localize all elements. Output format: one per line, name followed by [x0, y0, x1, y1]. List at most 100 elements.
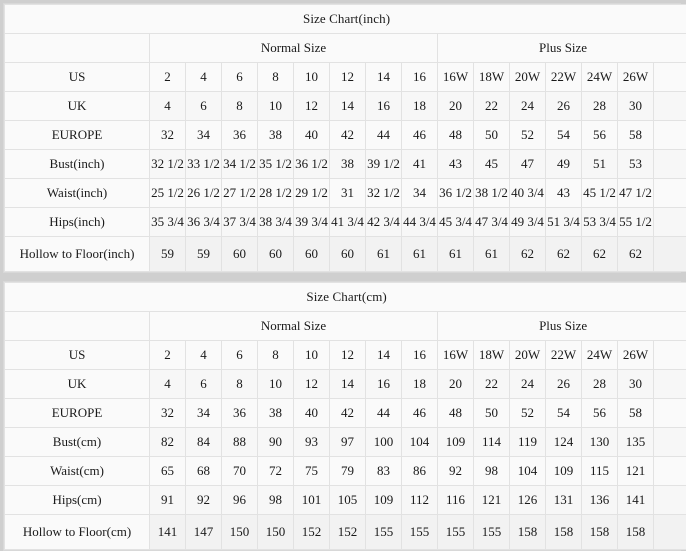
table-cell: 47 1/2 — [618, 179, 654, 208]
table-cell: 60 — [294, 237, 330, 272]
table-cell: 34 — [186, 121, 222, 150]
table-cell-spacer — [654, 92, 686, 121]
table-cell: 98 — [258, 486, 294, 515]
table-cell-spacer — [654, 515, 686, 550]
table-cell: 121 — [618, 457, 654, 486]
table-cell: 155 — [474, 515, 510, 550]
table-cell: 115 — [582, 457, 618, 486]
table-cell: 26 — [546, 370, 582, 399]
table-cell: 30 — [618, 370, 654, 399]
table-cell: 2 — [150, 341, 186, 370]
table-cell: 54 — [546, 399, 582, 428]
table-cell: 28 1/2 — [258, 179, 294, 208]
table-cell: 10 — [258, 370, 294, 399]
table-cell: 56 — [582, 121, 618, 150]
table-cell: 29 1/2 — [294, 179, 330, 208]
table-cell: 39 3/4 — [294, 208, 330, 237]
table-cell: 34 — [186, 399, 222, 428]
table-cell-spacer — [654, 457, 686, 486]
table-cell: 62 — [546, 237, 582, 272]
table-cell: 45 — [474, 150, 510, 179]
chart-title-row: Size Chart(cm) — [5, 283, 686, 312]
table-cell: 32 — [150, 399, 186, 428]
chart-title-row: Size Chart(inch) — [5, 5, 686, 34]
table-cell: 150 — [258, 515, 294, 550]
table-cell: 45 1/2 — [582, 179, 618, 208]
table-cell: 48 — [438, 399, 474, 428]
chart-title: Size Chart(cm) — [5, 283, 686, 312]
table-cell: 20W — [510, 63, 546, 92]
table-cell: 8 — [258, 63, 294, 92]
table-cell: 155 — [438, 515, 474, 550]
table-cell: 38 — [258, 121, 294, 150]
table-cell: 20 — [438, 92, 474, 121]
table-cell: 40 3/4 — [510, 179, 546, 208]
table-cell: 6 — [186, 370, 222, 399]
table-cell: 20 — [438, 370, 474, 399]
table-cell: 14 — [366, 63, 402, 92]
table-cell: 47 3/4 — [474, 208, 510, 237]
table-cell: 37 3/4 — [222, 208, 258, 237]
table-cell: 22 — [474, 92, 510, 121]
table-cell: 101 — [294, 486, 330, 515]
table-cell-spacer — [654, 179, 686, 208]
table-cell: 93 — [294, 428, 330, 457]
table-cell: 48 — [438, 121, 474, 150]
table-cell: 12 — [330, 63, 366, 92]
table-cell: 50 — [474, 121, 510, 150]
table-cell: 40 — [294, 399, 330, 428]
group-header-corner — [5, 34, 150, 63]
group-header-normal-size: Normal Size — [150, 312, 438, 341]
table-cell: 18W — [474, 63, 510, 92]
table-cell: 32 1/2 — [150, 150, 186, 179]
table-cell: 8 — [222, 92, 258, 121]
table-cell: 109 — [438, 428, 474, 457]
table-cell: 4 — [150, 92, 186, 121]
table-cell: 8 — [258, 341, 294, 370]
table-cell: 6 — [222, 341, 258, 370]
table-cell: 4 — [150, 370, 186, 399]
group-header-normal-size: Normal Size — [150, 34, 438, 63]
table-cell: 10 — [294, 341, 330, 370]
table-cell: 119 — [510, 428, 546, 457]
group-header-plus-size: Plus Size — [438, 34, 686, 63]
table-cell: 83 — [366, 457, 402, 486]
table-cell: 136 — [582, 486, 618, 515]
table-cell: 126 — [510, 486, 546, 515]
table-cell: 70 — [222, 457, 258, 486]
table-cell-spacer — [654, 370, 686, 399]
table-cell: 43 — [546, 179, 582, 208]
table-cell: 28 — [582, 92, 618, 121]
table-cell: 130 — [582, 428, 618, 457]
table-cell-spacer — [654, 208, 686, 237]
table-cell: 14 — [330, 370, 366, 399]
table-cell: 41 3/4 — [330, 208, 366, 237]
table-cell: 150 — [222, 515, 258, 550]
table-cell: 41 — [402, 150, 438, 179]
row-label: Hollow to Floor(inch) — [5, 237, 150, 272]
table-cell: 109 — [546, 457, 582, 486]
row-label: Hollow to Floor(cm) — [5, 515, 150, 550]
table-cell: 60 — [330, 237, 366, 272]
table-cell: 30 — [618, 92, 654, 121]
table-cell: 97 — [330, 428, 366, 457]
row-label: Hips(cm) — [5, 486, 150, 515]
table-cell-spacer — [654, 399, 686, 428]
table-cell: 24 — [510, 92, 546, 121]
table-cell: 8 — [222, 370, 258, 399]
table-cell: 50 — [474, 399, 510, 428]
table-cell: 36 3/4 — [186, 208, 222, 237]
table-cell: 14 — [330, 92, 366, 121]
table-cell: 58 — [618, 121, 654, 150]
table-cell: 53 3/4 — [582, 208, 618, 237]
table-cell: 53 — [618, 150, 654, 179]
row-label: UK — [5, 370, 150, 399]
